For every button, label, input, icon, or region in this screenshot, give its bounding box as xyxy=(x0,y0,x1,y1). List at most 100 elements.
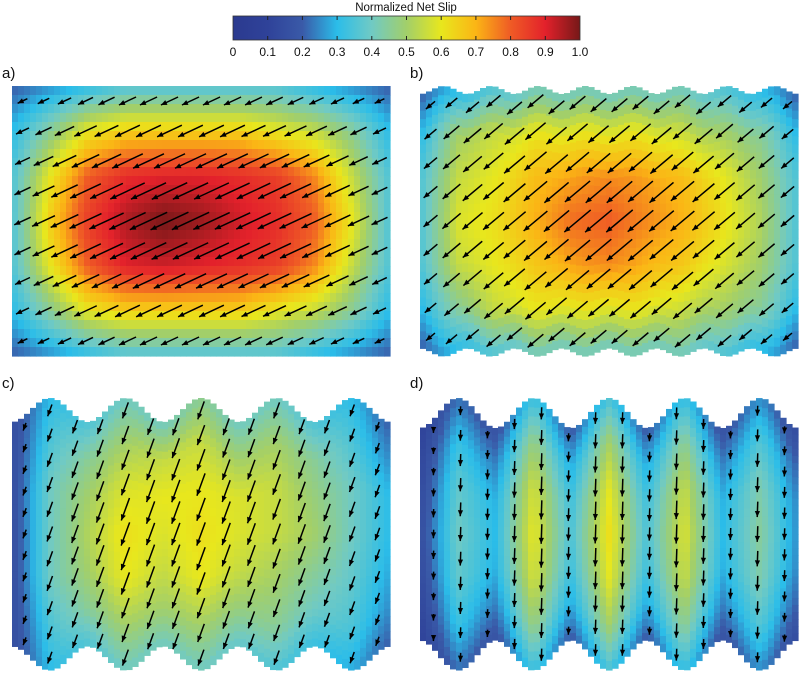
heatmap-cell xyxy=(180,113,187,123)
heatmap-cell xyxy=(462,272,469,281)
heatmap-cell xyxy=(114,525,121,534)
heatmap-cell xyxy=(66,113,73,123)
heatmap-cell xyxy=(618,282,625,291)
heatmap-cell xyxy=(48,516,55,526)
heatmap-cell xyxy=(42,498,49,508)
heatmap-cell xyxy=(78,104,85,114)
heatmap-cell xyxy=(234,176,241,186)
heatmap-cell xyxy=(600,315,607,324)
heatmap-cell xyxy=(516,170,523,179)
heatmap-cell xyxy=(84,564,91,572)
heatmap-cell xyxy=(342,176,349,186)
heatmap-cell xyxy=(786,109,793,118)
heatmap-cell xyxy=(282,104,289,114)
heatmap-cell xyxy=(312,230,319,240)
heatmap-cell xyxy=(30,338,37,348)
heatmap-cell xyxy=(120,194,127,204)
heatmap-cell xyxy=(438,320,445,330)
heatmap-cell xyxy=(474,256,481,265)
heatmap-cell xyxy=(420,128,427,137)
heatmap-cell xyxy=(786,325,793,334)
heatmap-cell xyxy=(54,472,61,482)
heatmap-cell xyxy=(84,239,91,249)
heatmap-cell xyxy=(492,105,499,115)
heatmap-cell xyxy=(354,203,361,213)
heatmap-cell xyxy=(684,194,691,203)
heatmap-cell xyxy=(282,113,289,123)
heatmap-cell xyxy=(474,308,481,317)
heatmap-cell xyxy=(216,266,223,276)
heatmap-cell xyxy=(426,230,433,239)
heatmap-cell xyxy=(102,559,109,568)
heatmap-cell xyxy=(642,160,649,169)
heatmap-cell xyxy=(102,293,109,303)
heatmap-cell xyxy=(774,176,781,186)
heatmap-cell xyxy=(648,332,655,341)
heatmap-cell xyxy=(90,609,97,617)
heatmap-cell xyxy=(774,194,781,204)
heatmap-cell xyxy=(78,587,85,595)
heatmap-cell xyxy=(108,654,115,663)
heatmap-cell xyxy=(492,113,499,123)
heatmap-cell xyxy=(522,334,529,343)
heatmap-cell xyxy=(366,176,373,186)
heatmap-cell xyxy=(570,169,577,178)
heatmap-cell xyxy=(552,92,559,101)
heatmap-cell xyxy=(180,347,187,357)
heatmap-cell xyxy=(438,212,445,222)
heatmap-cell xyxy=(168,230,175,240)
heatmap-cell xyxy=(276,311,283,321)
heatmap-cell xyxy=(600,221,607,230)
heatmap-cell xyxy=(792,331,799,340)
heatmap-cell xyxy=(486,230,493,240)
heatmap-cell xyxy=(684,345,691,354)
heatmap-cell xyxy=(174,95,181,105)
heatmap-cell xyxy=(612,238,619,247)
heatmap-cell xyxy=(174,320,181,330)
heatmap-cell xyxy=(78,329,85,339)
heatmap-cell xyxy=(96,212,103,222)
heatmap-cell xyxy=(678,140,685,150)
heatmap-cell xyxy=(498,247,505,256)
heatmap-cell xyxy=(36,167,43,177)
heatmap-cell xyxy=(618,195,625,204)
heatmap-cell xyxy=(30,433,37,442)
heatmap-cell xyxy=(90,587,97,595)
heatmap-cell xyxy=(84,489,91,497)
heatmap-cell xyxy=(642,116,649,125)
heatmap-cell xyxy=(432,88,439,97)
heatmap-cell xyxy=(180,293,187,303)
heatmap-cell xyxy=(792,297,799,306)
heatmap-cell xyxy=(546,317,553,326)
heatmap-cell xyxy=(228,266,235,276)
heatmap-cell xyxy=(264,122,271,132)
heatmap-cell xyxy=(60,569,67,578)
heatmap-cell xyxy=(348,257,355,267)
heatmap-cell xyxy=(486,176,493,186)
heatmap-cell xyxy=(18,140,25,150)
heatmap-cell xyxy=(486,113,493,123)
heatmap-cell xyxy=(360,257,367,267)
heatmap-cell xyxy=(126,293,133,303)
heatmap-cell xyxy=(660,92,667,101)
heatmap-cell xyxy=(666,203,673,212)
heatmap-cell xyxy=(126,131,133,141)
heatmap-cell xyxy=(144,167,151,177)
heatmap-cell xyxy=(162,293,169,303)
heatmap-cell xyxy=(612,255,619,264)
heatmap-cell xyxy=(384,248,391,258)
heatmap-cell xyxy=(192,140,199,150)
heatmap-cell xyxy=(54,176,61,186)
heatmap-cell xyxy=(366,329,373,339)
heatmap-cell xyxy=(78,511,85,519)
heatmap-cell xyxy=(54,623,61,633)
heatmap-cell xyxy=(534,221,541,231)
heatmap-cell xyxy=(426,238,433,247)
heatmap-cell xyxy=(678,320,685,330)
heatmap-cell xyxy=(468,340,475,349)
heatmap-cell xyxy=(78,640,85,648)
heatmap-cell xyxy=(672,293,679,303)
heatmap-cell xyxy=(570,116,577,125)
heatmap-cell xyxy=(78,443,85,451)
heatmap-cell xyxy=(654,323,661,332)
